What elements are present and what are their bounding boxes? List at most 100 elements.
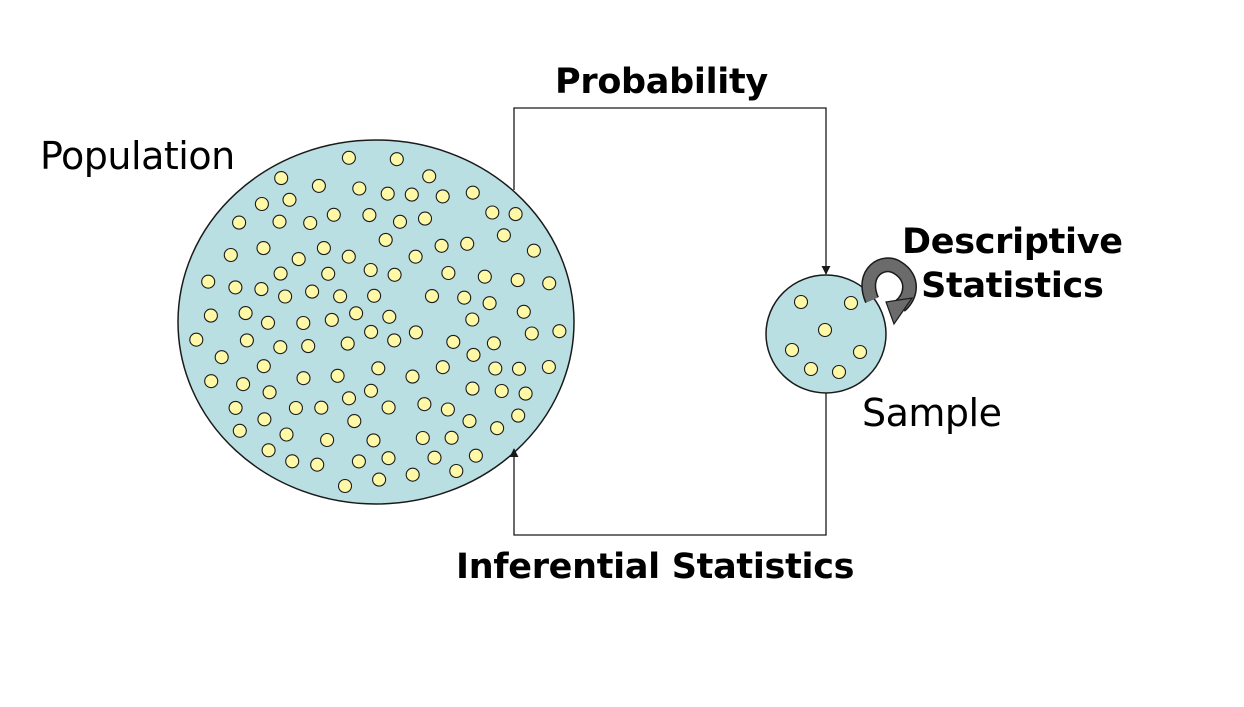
population-member-dot [422, 169, 437, 184]
descriptive-statistics-curl-arrow-icon [861, 257, 917, 326]
population-member-dot [273, 340, 288, 355]
population-member-dot [462, 414, 477, 429]
population-member-dot [324, 312, 339, 327]
population-member-dot [282, 192, 297, 207]
population-member-dot [201, 274, 216, 289]
population-member-dot [256, 241, 271, 256]
population-member-dot [434, 238, 449, 253]
population-member-dot [449, 463, 464, 479]
population-member-dot [389, 152, 404, 167]
population-member-dot [261, 443, 276, 458]
population-member-dot [223, 247, 238, 263]
population-member-dot [366, 433, 381, 448]
population-member-dot [254, 282, 269, 297]
population-member-dot [441, 265, 456, 281]
population-member-dot [333, 289, 348, 304]
population-member-dot [488, 361, 503, 376]
population-member-dot [372, 472, 387, 487]
population-member-dot [387, 333, 402, 348]
population-member-dot [285, 454, 300, 469]
population-member-dot [541, 359, 556, 375]
population-member-dot [301, 339, 316, 354]
population-member-dot [347, 414, 362, 429]
sample-member-dot [793, 294, 809, 310]
population-member-dot [326, 207, 341, 222]
population-member-dot [511, 408, 526, 423]
population-member-dot [296, 315, 311, 331]
population-member-dot [314, 400, 329, 415]
descriptive-statistics-label-line1: Descriptive [902, 222, 1123, 262]
population-member-dot [232, 215, 247, 230]
population-member-dot [364, 324, 379, 339]
population-member-dot [381, 451, 396, 466]
probability-arrow [513, 107, 831, 275]
population-member-dot [465, 381, 480, 396]
population-member-dot [228, 400, 243, 415]
population-member-dot [510, 273, 525, 288]
population-member-dot [460, 236, 475, 251]
population-member-dot [508, 207, 523, 222]
population-member-dot [203, 308, 218, 323]
sample-member-dot [817, 322, 833, 338]
population-member-dot [321, 266, 336, 281]
population-member-dot [524, 326, 539, 341]
population-member-dot [341, 150, 356, 165]
population-member-dot [496, 228, 511, 243]
population-member-dot [273, 266, 288, 281]
population-member-dot [485, 205, 500, 220]
descriptive-statistics-label: Descriptive Statistics [902, 220, 1123, 308]
population-member-dot [387, 267, 402, 282]
population-circle [177, 139, 575, 505]
population-member-dot [417, 211, 433, 226]
population-member-dot [465, 312, 480, 327]
population-member-dot [340, 336, 355, 351]
population-member-dot [435, 189, 450, 204]
population-member-dot [260, 315, 276, 330]
sample-dots [784, 294, 868, 380]
population-member-dot [404, 187, 419, 202]
population-member-dot [371, 361, 386, 376]
population-member-dot [337, 478, 353, 494]
population-member-dot [427, 450, 442, 465]
population-member-dot [466, 347, 481, 362]
population-member-dot [352, 181, 367, 196]
inferential-statistics-arrow [509, 393, 827, 536]
population-member-dot [446, 334, 461, 349]
probability-label: Probability [555, 62, 768, 102]
population-member-dot [444, 430, 459, 445]
population-member-dot [228, 280, 243, 295]
population-member-dot [363, 262, 378, 278]
population-member-dot [316, 241, 331, 256]
population-member-dot [305, 284, 320, 299]
descriptive-statistics-label-line2: Statistics [921, 266, 1104, 306]
population-member-dot [465, 185, 480, 200]
population-member-dot [382, 309, 397, 324]
population-member-dot [291, 252, 306, 267]
population-dots [189, 150, 567, 494]
population-member-dot [381, 400, 396, 415]
population-member-dot [405, 369, 420, 384]
population-member-dot [424, 289, 440, 304]
population-member-dot [511, 361, 527, 376]
population-member-dot [526, 243, 541, 258]
population-member-dot [310, 457, 325, 472]
population-member-dot [440, 402, 455, 417]
population-member-dot [486, 336, 501, 351]
population-member-dot [254, 196, 269, 212]
population-member-dot [490, 421, 505, 436]
population-member-dot [378, 232, 393, 247]
population-member-dot [262, 385, 277, 400]
population-member-dot [518, 386, 533, 401]
population-member-dot [232, 423, 247, 438]
population-member-dot [288, 400, 303, 416]
population-member-dot [236, 377, 251, 392]
sample-member-dot [852, 344, 868, 360]
population-member-dot [256, 359, 271, 374]
inferential-statistics-label: Inferential Statistics [456, 547, 855, 587]
sample-member-dot [803, 361, 819, 377]
population-member-dot [392, 214, 408, 229]
population-member-dot [408, 325, 423, 340]
population-member-dot [303, 215, 318, 231]
population-member-dot [296, 371, 311, 386]
